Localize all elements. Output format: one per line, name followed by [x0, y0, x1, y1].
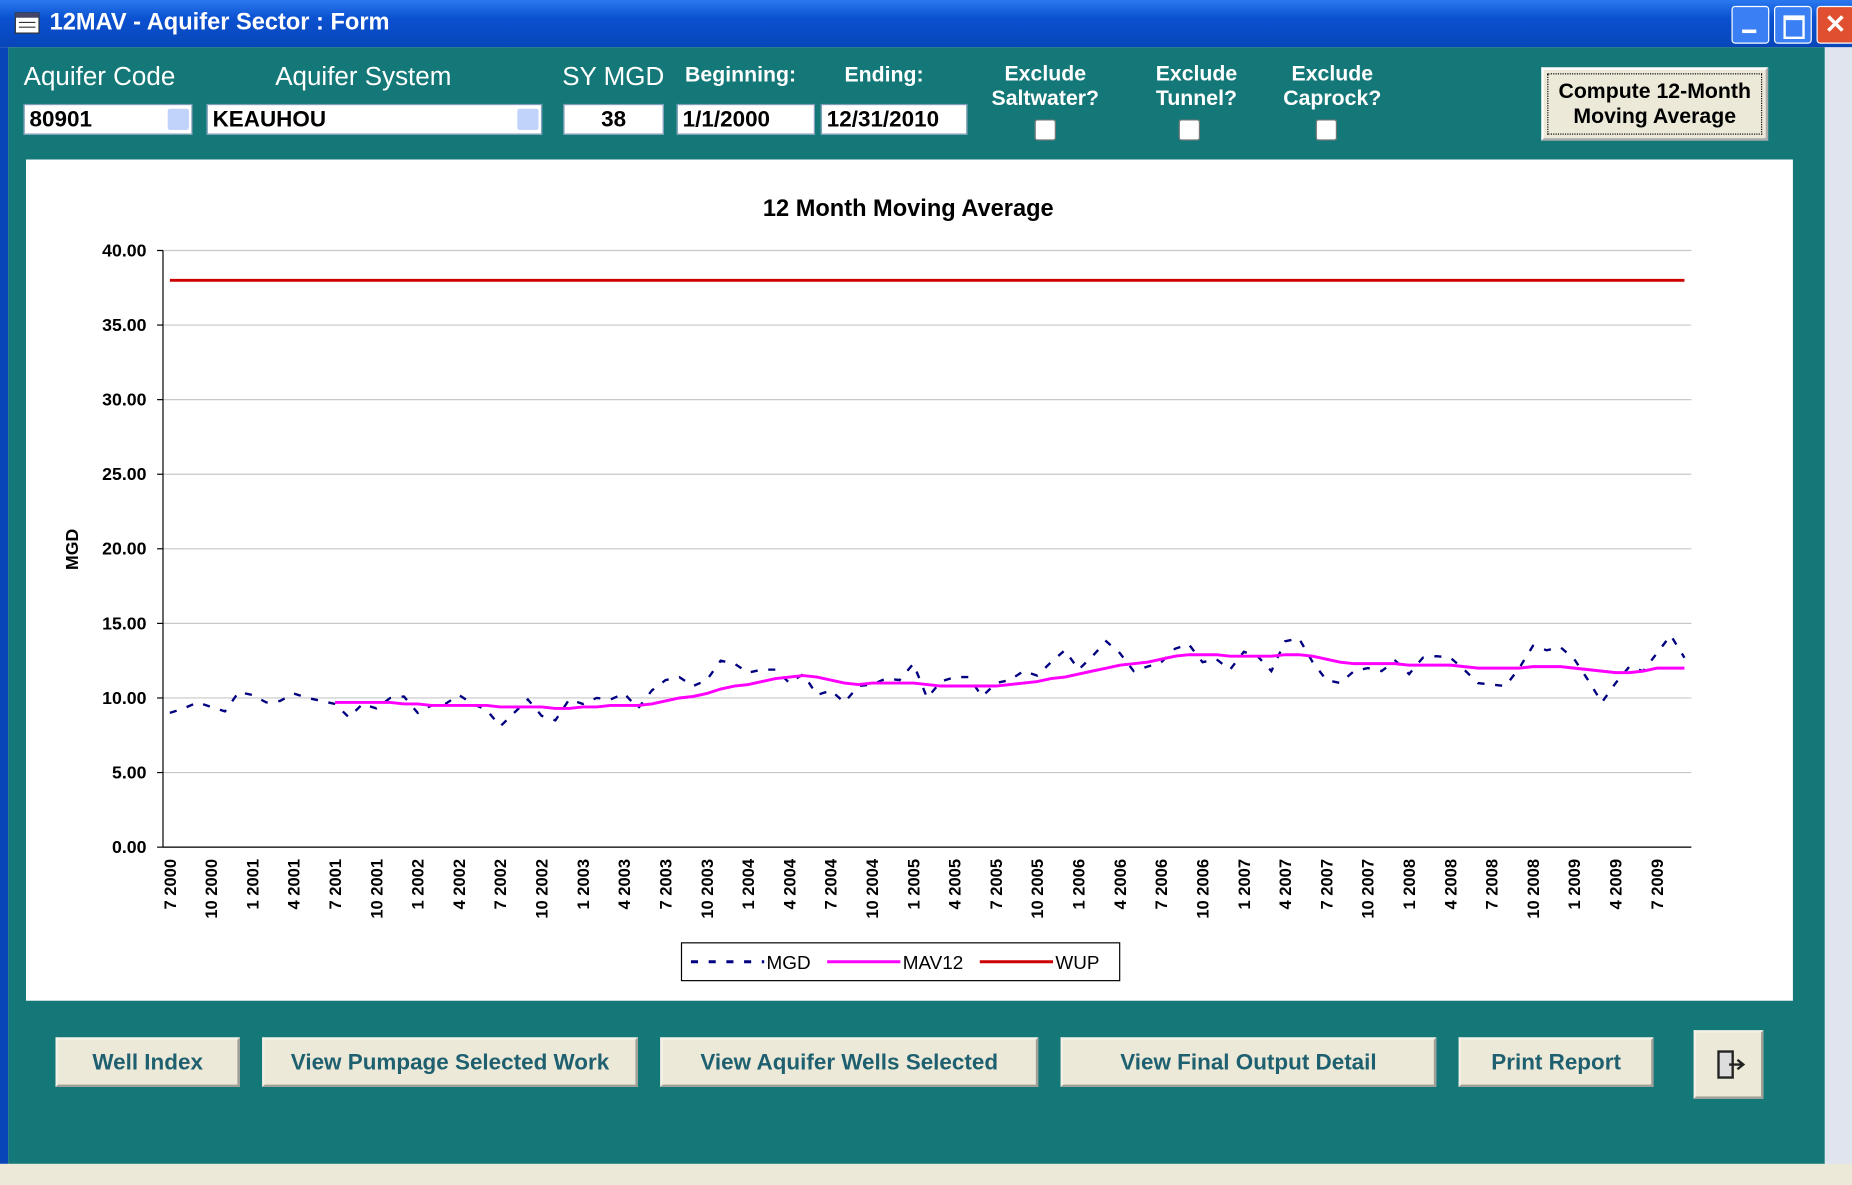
close-button[interactable]: ✕ [1816, 5, 1852, 44]
app-icon [14, 12, 40, 34]
y-tick-label: 30.00 [102, 390, 146, 410]
x-tick-label: 7 2004 [822, 858, 841, 909]
field-label: Aquifer System [275, 61, 452, 91]
x-tick-label: 4 2008 [1441, 859, 1460, 910]
x-tick-label: 4 2007 [1276, 859, 1295, 910]
text-field[interactable]: 38 [563, 103, 664, 135]
chart-title: 12 Month Moving Average [763, 196, 1054, 222]
x-tick-label: 1 2009 [1565, 859, 1584, 910]
x-tick-label: 10 2003 [698, 859, 717, 919]
compute-button[interactable]: Compute 12-Month Moving Average [1541, 67, 1769, 141]
x-tick-label: 7 2000 [161, 859, 180, 910]
checkbox-label: Exclude Saltwater? [991, 61, 1100, 110]
y-tick-label: 35.00 [102, 315, 146, 335]
x-tick-label: 7 2003 [656, 859, 675, 910]
y-tick-label: 25.00 [102, 464, 146, 484]
x-tick-label: 10 2002 [533, 859, 552, 919]
x-tick-label: 10 2001 [367, 859, 386, 919]
series-line [335, 653, 1685, 710]
field-label: Beginning: [685, 62, 797, 87]
x-tick-label: 1 2007 [1235, 859, 1254, 910]
x-tick-label: 7 2007 [1317, 859, 1336, 910]
minimize-button[interactable] [1731, 5, 1770, 44]
y-tick-label: 0.00 [112, 837, 147, 857]
x-tick-label: 4 2009 [1607, 859, 1626, 910]
legend-label: WUP [1055, 953, 1099, 974]
field-value: 38 [601, 107, 627, 133]
x-tick-label: 1 2001 [243, 859, 262, 910]
x-tick-label: 1 2008 [1400, 859, 1419, 910]
x-tick-label: 10 2005 [1028, 859, 1047, 919]
x-tick-label: 1 2003 [574, 859, 593, 910]
exit-button[interactable] [1693, 1030, 1764, 1099]
y-tick-label: 40.00 [102, 240, 146, 260]
legend-label: MAV12 [903, 953, 964, 974]
text-field[interactable]: 1/1/2000 [676, 103, 815, 135]
scroll-area [1824, 47, 1852, 1164]
y-tick-label: 10.00 [102, 688, 146, 708]
y-tick-label: 15.00 [102, 613, 146, 633]
button[interactable]: View Pumpage Selected Work [262, 1037, 638, 1087]
x-tick-label: 4 2003 [615, 859, 634, 910]
x-tick-label: 7 2008 [1483, 859, 1502, 910]
x-tick-label: 1 2006 [1070, 859, 1089, 910]
x-tick-label: 4 2006 [1111, 859, 1130, 910]
x-tick-label: 4 2004 [780, 858, 799, 909]
y-tick-label: 5.00 [112, 762, 147, 782]
legend-label: MGD [767, 953, 811, 974]
x-tick-label: 7 2005 [987, 859, 1006, 910]
window-title: 12MAV - Aquifer Sector : Form [49, 9, 390, 36]
x-tick-label: 7 2001 [326, 859, 345, 910]
text-field[interactable]: 12/31/2010 [820, 103, 968, 135]
checkbox-label: Exclude Caprock? [1283, 61, 1382, 110]
x-tick-label: 1 2002 [409, 859, 428, 910]
chart-panel: 12 Month Moving Average MGD 0.00 5.00 10.0… [25, 159, 1793, 1001]
button[interactable]: View Aquifer Wells Selected [660, 1037, 1039, 1087]
x-tick-label: 10 2004 [863, 858, 882, 919]
field-label: Ending: [844, 62, 924, 87]
x-tick-label: 7 2009 [1648, 859, 1667, 910]
x-tick-label: 10 2008 [1524, 859, 1543, 919]
x-tick-label: 7 2002 [491, 859, 510, 910]
x-tick-label: 10 2006 [1193, 859, 1212, 919]
y-tick-label: 20.00 [102, 539, 146, 559]
title-bar: 12MAV - Aquifer Sector : Form ✕ [0, 0, 1852, 48]
checkbox-label: Exclude Tunnel? [1155, 61, 1238, 110]
combo-box[interactable]: 80901 [23, 103, 193, 135]
button[interactable]: Well Index [55, 1037, 240, 1087]
dropdown-arrow[interactable] [517, 108, 539, 130]
x-tick-label: 7 2006 [1152, 859, 1171, 910]
field-value: KEAUHOU [212, 107, 327, 133]
checkbox[interactable] [1315, 119, 1338, 141]
button[interactable]: Print Report [1458, 1037, 1654, 1087]
x-tick-label: 4 2005 [946, 859, 965, 910]
y-axis-label: MGD [62, 529, 82, 571]
legend: MGD MAV12 WUP [680, 942, 1121, 982]
checkbox[interactable] [1178, 119, 1200, 141]
maximize-button[interactable] [1774, 5, 1812, 44]
x-tick-label: 10 2007 [1359, 859, 1378, 919]
combo-box[interactable]: KEAUHOU [206, 103, 543, 135]
button[interactable]: View Final Output Detail [1060, 1037, 1437, 1087]
chart: 12 Month Moving Average MGD 0.00 5.00 10.0… [62, 196, 1692, 982]
x-tick-label: 1 2005 [904, 859, 923, 910]
window-border [0, 47, 9, 1164]
x-tick-label: 10 2000 [202, 859, 221, 919]
checkbox[interactable] [1034, 119, 1056, 141]
field-value: 1/1/2000 [682, 107, 771, 133]
field-value: 12/31/2010 [826, 107, 940, 133]
series-line [169, 633, 1686, 729]
field-label: Aquifer Code [23, 61, 176, 91]
field-label: SY MGD [562, 61, 665, 91]
x-tick-label: 1 2004 [739, 858, 758, 909]
x-tick-label: 4 2001 [285, 859, 304, 910]
exit-icon [1716, 1050, 1745, 1079]
x-tick-label: 4 2002 [450, 859, 469, 910]
dropdown-arrow[interactable] [167, 108, 189, 130]
field-value: 80901 [29, 107, 92, 133]
